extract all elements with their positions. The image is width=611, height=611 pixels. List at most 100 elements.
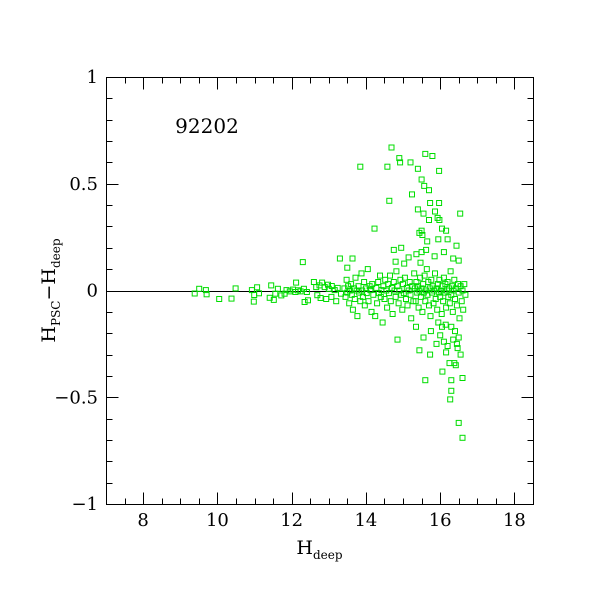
data-point <box>426 217 432 223</box>
data-point <box>444 343 451 349</box>
x-tick-label: 10 <box>206 510 229 531</box>
data-point <box>388 144 395 151</box>
data-point <box>338 290 344 297</box>
data-point <box>452 328 458 335</box>
data-point <box>440 249 447 256</box>
data-point <box>342 293 349 300</box>
data-point <box>268 282 275 289</box>
data-point <box>401 260 408 267</box>
data-point <box>440 274 447 281</box>
data-point <box>349 255 356 262</box>
data-point <box>422 377 429 384</box>
data-point <box>232 285 239 292</box>
data-point <box>452 296 458 302</box>
x-tick-label: 16 <box>429 510 452 531</box>
data-point <box>228 295 235 302</box>
data-point <box>375 279 382 285</box>
data-point <box>203 291 210 298</box>
data-point <box>427 328 434 335</box>
data-point <box>369 281 376 288</box>
data-point <box>427 200 434 206</box>
data-point <box>389 311 396 317</box>
data-point <box>459 375 466 381</box>
data-point <box>440 298 447 305</box>
data-point <box>416 347 423 354</box>
data-point <box>403 296 409 302</box>
data-point <box>274 285 281 292</box>
data-point <box>355 283 362 290</box>
data-point <box>361 279 368 285</box>
data-point <box>416 229 423 236</box>
data-point <box>398 244 405 251</box>
data-point <box>439 323 445 330</box>
data-point <box>413 323 419 330</box>
data-point <box>437 332 444 339</box>
data-point <box>344 264 351 271</box>
data-point <box>407 291 414 298</box>
data-point <box>283 287 290 294</box>
data-point <box>401 274 408 281</box>
data-point <box>384 163 391 170</box>
data-point <box>399 306 406 313</box>
data-point <box>447 268 454 275</box>
data-point <box>457 351 464 358</box>
data-point <box>449 308 456 315</box>
data-point <box>435 236 442 243</box>
data-point <box>216 296 223 302</box>
data-point <box>325 281 331 288</box>
data-point <box>381 296 388 302</box>
data-point <box>462 291 469 298</box>
data-point <box>390 279 397 285</box>
data-point <box>413 279 420 285</box>
data-point <box>412 298 419 305</box>
data-point <box>334 284 341 291</box>
data-point <box>328 293 335 300</box>
y-tick-label: 0 <box>87 281 98 302</box>
data-point <box>421 182 428 189</box>
data-point <box>372 313 379 320</box>
data-point <box>346 300 353 307</box>
data-point <box>422 298 429 305</box>
data-point <box>456 315 463 322</box>
data-point <box>409 191 415 198</box>
data-point <box>384 304 391 311</box>
data-point <box>196 285 203 292</box>
data-point <box>405 254 412 261</box>
data-point <box>357 163 364 170</box>
data-point <box>414 165 421 172</box>
data-point <box>420 334 427 341</box>
data-point <box>443 227 450 234</box>
data-point <box>251 292 258 298</box>
data-point <box>420 210 427 217</box>
data-point <box>278 292 285 299</box>
data-point <box>386 197 393 204</box>
data-point <box>254 284 261 291</box>
data-point <box>423 246 430 253</box>
x-tick-label: 14 <box>354 510 377 531</box>
data-point <box>377 272 383 279</box>
data-point <box>444 236 451 243</box>
data-point <box>250 298 257 305</box>
data-point <box>354 313 361 320</box>
data-point <box>343 276 350 283</box>
data-point <box>428 276 435 283</box>
data-point <box>396 155 403 162</box>
data-point <box>427 313 434 320</box>
data-point <box>455 419 462 426</box>
data-point <box>436 200 443 206</box>
data-point <box>455 257 462 264</box>
data-point <box>272 290 279 297</box>
data-point <box>431 253 438 260</box>
data-point <box>433 340 440 347</box>
data-point <box>361 302 368 309</box>
data-point <box>411 270 418 277</box>
y-tick-label: −0.5 <box>54 387 98 408</box>
data-point <box>422 150 429 157</box>
data-point <box>370 291 377 298</box>
data-point <box>393 268 400 275</box>
x-tick-label: 8 <box>137 510 148 531</box>
data-point <box>446 360 453 367</box>
data-point <box>191 290 198 297</box>
data-point <box>400 281 406 288</box>
x-tick-label: 18 <box>503 510 526 531</box>
